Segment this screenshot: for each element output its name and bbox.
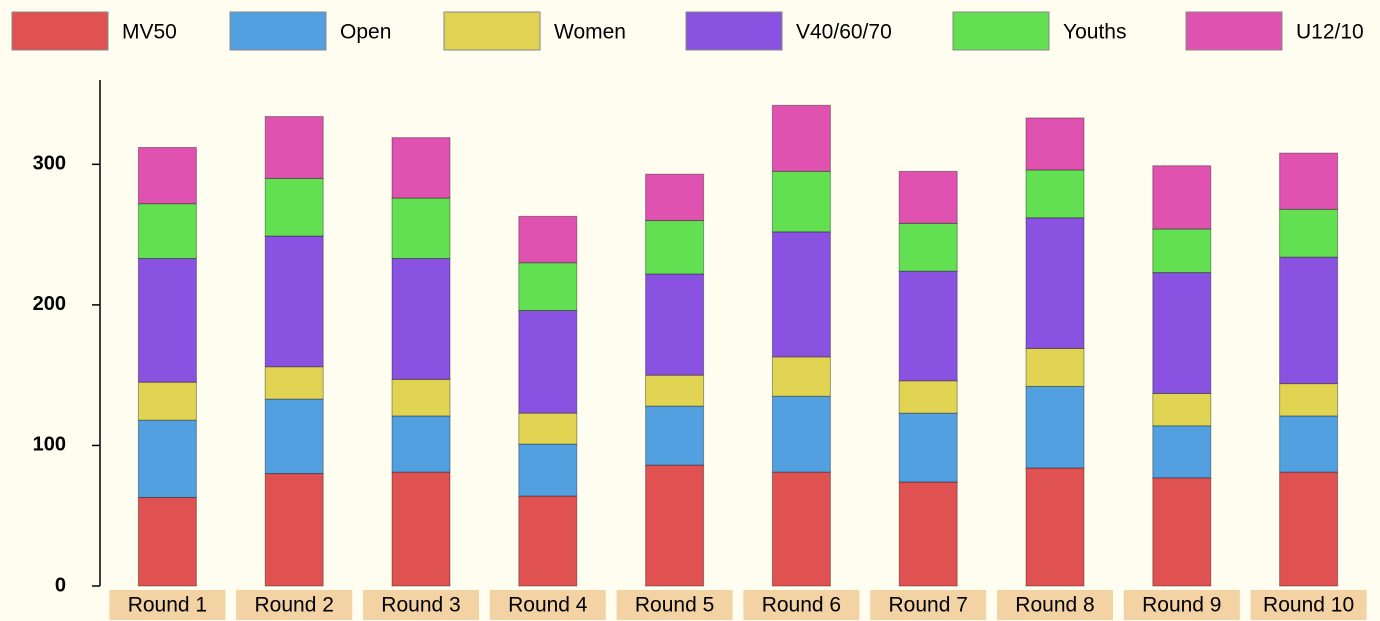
bar-segment bbox=[771, 104, 831, 172]
bar-segment bbox=[137, 258, 197, 383]
bar-segment bbox=[771, 231, 831, 358]
bar-segment bbox=[137, 203, 197, 260]
bar-segment bbox=[898, 270, 958, 382]
x-tick-label: Round 6 bbox=[762, 594, 841, 617]
x-label-bg bbox=[997, 590, 1113, 620]
x-tick-label: Round 8 bbox=[1015, 594, 1094, 617]
x-tick-label: Round 3 bbox=[381, 594, 460, 617]
bar-segment bbox=[645, 464, 705, 587]
x-tick-label: Round 2 bbox=[254, 594, 333, 617]
bar-segment bbox=[391, 415, 451, 473]
bar-segment bbox=[898, 170, 958, 224]
legend-swatch bbox=[952, 11, 1050, 51]
bar-segment bbox=[645, 405, 705, 466]
bar-segment bbox=[518, 310, 578, 414]
bar-segment bbox=[1152, 477, 1212, 587]
bar-segment bbox=[1025, 347, 1085, 387]
bar-segment bbox=[1025, 169, 1085, 219]
bar-segment bbox=[391, 197, 451, 260]
bar-segment bbox=[771, 356, 831, 397]
bar-segment bbox=[264, 235, 324, 368]
bar-segment bbox=[264, 473, 324, 587]
bar-segment bbox=[518, 412, 578, 445]
bar-segment bbox=[391, 137, 451, 199]
x-label-bg bbox=[363, 590, 479, 620]
x-tick-label: Round 10 bbox=[1263, 594, 1354, 617]
bar-segment bbox=[1279, 471, 1339, 587]
y-tick-label: 200 bbox=[33, 293, 66, 315]
bar-segment bbox=[518, 443, 578, 497]
bar-segment bbox=[1025, 217, 1085, 349]
x-label-bg bbox=[109, 590, 226, 620]
bar-segment bbox=[1279, 383, 1339, 417]
bar-segment bbox=[645, 374, 705, 407]
x-label-bg bbox=[1123, 590, 1240, 620]
bar-segment bbox=[898, 222, 958, 272]
x-label-bg bbox=[743, 590, 860, 620]
legend-label: Youths bbox=[1063, 21, 1126, 44]
bar-segment bbox=[264, 366, 324, 400]
x-label-bg bbox=[236, 590, 353, 620]
bar-segment bbox=[1152, 392, 1212, 427]
x-label-bg bbox=[1250, 590, 1367, 620]
legend-swatch bbox=[443, 11, 541, 51]
bar-segment bbox=[898, 380, 958, 414]
legend-swatch bbox=[1185, 11, 1283, 51]
bar-segment bbox=[771, 471, 831, 587]
bar-segment bbox=[264, 177, 324, 237]
x-label-bg bbox=[870, 590, 987, 620]
bar-segment bbox=[1279, 152, 1339, 210]
legend-swatch bbox=[229, 11, 327, 51]
legend-swatch bbox=[685, 11, 783, 51]
bar-segment bbox=[1152, 425, 1212, 479]
bar-segment bbox=[137, 496, 197, 587]
x-label-bg bbox=[616, 590, 733, 620]
legend-label: Women bbox=[554, 21, 626, 44]
bar-segment bbox=[137, 381, 197, 421]
bar-segment bbox=[1152, 228, 1212, 274]
bar-segment bbox=[1152, 272, 1212, 394]
bar-segment bbox=[771, 170, 831, 233]
bar-segment bbox=[645, 173, 705, 222]
legend-swatch bbox=[11, 11, 109, 51]
y-tick-label: 0 bbox=[55, 574, 66, 596]
x-tick-label: Round 4 bbox=[508, 594, 588, 617]
legend-label: U12/10 bbox=[1296, 21, 1364, 44]
bar-segment bbox=[518, 215, 578, 264]
bar-segment bbox=[264, 116, 324, 179]
bar-segment bbox=[645, 273, 705, 376]
x-tick-label: Round 9 bbox=[1142, 594, 1221, 617]
bar-segment bbox=[137, 419, 197, 498]
bar-segment bbox=[264, 398, 324, 475]
x-tick-label: Round 7 bbox=[888, 594, 967, 617]
x-label-bg bbox=[489, 590, 606, 620]
y-tick-label: 300 bbox=[33, 153, 66, 175]
x-tick-label: Round 5 bbox=[635, 594, 714, 617]
bar-segment bbox=[518, 262, 578, 312]
bar-segment bbox=[1279, 256, 1339, 385]
bar-segment bbox=[1279, 208, 1339, 258]
bar-segment bbox=[645, 220, 705, 275]
bar-segment bbox=[137, 146, 197, 205]
bar-segment bbox=[518, 495, 578, 587]
legend-label: Open bbox=[340, 21, 391, 44]
bar-segment bbox=[1025, 385, 1085, 469]
bar-segment bbox=[898, 412, 958, 483]
legend-label: MV50 bbox=[122, 21, 177, 44]
bar-segment bbox=[1152, 165, 1212, 230]
y-tick-label: 100 bbox=[33, 434, 66, 456]
x-tick-label: Round 1 bbox=[128, 594, 207, 617]
bar-segment bbox=[1025, 117, 1085, 171]
bar-segment bbox=[898, 481, 958, 587]
bar-segment bbox=[1279, 415, 1339, 473]
bar-segment bbox=[1025, 467, 1085, 587]
bar-segment bbox=[771, 395, 831, 473]
bar-segment bbox=[391, 258, 451, 380]
bar-segment bbox=[391, 471, 451, 587]
bar-segment bbox=[391, 378, 451, 417]
legend-label: V40/60/70 bbox=[796, 21, 892, 44]
